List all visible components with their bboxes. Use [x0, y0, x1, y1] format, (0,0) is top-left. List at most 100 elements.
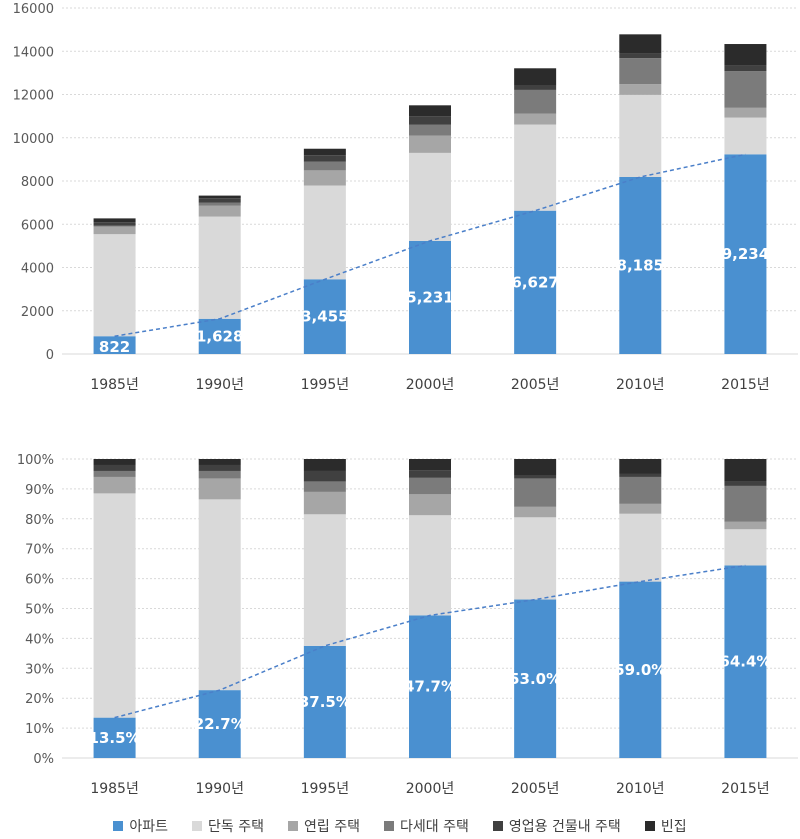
bar-segment-detached [619, 513, 662, 582]
legend-swatch-apartment [113, 820, 124, 831]
x-tick-label: 2000년 [406, 781, 455, 797]
legend-label: 단독 주택 [208, 818, 265, 835]
bar-segment-rowhouse [198, 478, 241, 500]
y-tick-label: 90% [25, 483, 54, 498]
bar-segment-apartment [724, 154, 767, 354]
bar-segment-detached [514, 517, 557, 600]
apartment-trend-line [114, 564, 746, 719]
x-tick-label: 1995년 [301, 377, 350, 393]
bar-segment-rowhouse [198, 205, 241, 217]
bar-segment-vacant [619, 459, 662, 474]
x-tick-label: 2015년 [721, 377, 770, 393]
bar-segment-multiplex [303, 161, 346, 171]
apartment-data-label: 5,231 [406, 288, 453, 306]
bar-segment-vacant [514, 68, 557, 86]
bar-segment-vacant [198, 459, 241, 465]
bar-segment-apartment [409, 240, 451, 354]
bar-segment-rowhouse [303, 491, 346, 515]
bar-segment-apartment [93, 336, 136, 354]
bar-segment-rowhouse [619, 503, 662, 514]
bar-segment-multiplex [303, 481, 346, 492]
bar-segment-rowhouse [93, 476, 136, 494]
bar-segment-commercial [409, 470, 451, 478]
bar-segment-apartment [303, 279, 346, 354]
bar-segment-apartment [198, 690, 241, 758]
x-tick-label: 2010년 [616, 377, 665, 393]
apartment-data-label: 64.4% [719, 653, 771, 671]
bar-segment-detached [724, 117, 767, 155]
apartment-data-label: 13.5% [89, 729, 141, 747]
bar-segment-detached [93, 234, 136, 337]
y-tick-label: 100% [17, 453, 54, 468]
legend-item-vacant: 빈집 [644, 816, 687, 836]
legend-item-multiplex: 다세대 주택 [384, 816, 469, 836]
legend-label: 영업용 건물내 주택 [508, 818, 621, 835]
y-tick-label: 4000 [21, 262, 54, 277]
bar-segment-detached [93, 493, 136, 718]
legend-label: 빈집 [660, 818, 687, 835]
y-tick-label: 6000 [21, 218, 54, 233]
legend-item-commercial: 영업용 건물내 주택 [492, 816, 621, 836]
bar-segment-multiplex [409, 124, 451, 136]
bar-segment-detached [619, 94, 662, 177]
bar-segment-vacant [93, 218, 136, 223]
bar-segment-vacant [724, 459, 767, 482]
y-tick-label: 20% [25, 692, 54, 707]
apartment-data-label: 47.7% [404, 678, 456, 696]
bar-segment-multiplex [514, 478, 557, 507]
bar-segment-commercial [724, 481, 767, 486]
legend-label: 아파트 [129, 818, 169, 835]
percent-stacked-bar-chart: 0% 10% 20% 30% 40% 50% 60% 70% 80% 90% 100% 1985년 19… [17, 453, 798, 797]
x-tick-label: 2000년 [406, 377, 455, 393]
y-tick-label: 10000 [13, 132, 54, 147]
bar-segment-detached [303, 514, 346, 646]
bar-segment-multiplex [93, 470, 136, 477]
legend-label: 연립 주택 [304, 818, 361, 835]
bar-segment-rowhouse [303, 170, 346, 186]
bar-segment-multiplex [514, 89, 557, 114]
bar-segment-multiplex [409, 477, 451, 495]
legend-swatch-multiplex [384, 820, 395, 831]
y-tick-label: 50% [25, 603, 54, 618]
x-tick-label: 2010년 [616, 781, 665, 797]
bar-segment-vacant [409, 105, 451, 117]
bar-segment-apartment [619, 176, 662, 354]
bar-segment-rowhouse [724, 521, 767, 530]
apartment-data-label: 3,455 [301, 308, 348, 326]
apartment-data-label: 37.5% [299, 693, 351, 711]
bar-segment-multiplex [198, 202, 241, 206]
apartment-data-label: 9,234 [722, 245, 769, 263]
bar-segment-rowhouse [409, 494, 451, 516]
bar-segment-commercial [514, 85, 557, 90]
bar-segment-apartment [619, 581, 662, 758]
bar-segment-commercial [303, 155, 346, 162]
bar-segment-detached [303, 185, 346, 280]
apartment-data-label: 822 [99, 338, 130, 356]
bar-segment-commercial [619, 473, 662, 477]
bar-segment-apartment [303, 645, 346, 758]
apartment-data-label: 53.0% [509, 670, 561, 688]
bar-segment-rowhouse [724, 107, 767, 118]
y-tick-label: 2000 [21, 305, 54, 320]
bar-segment-vacant [93, 459, 136, 465]
legend-item-apartment: 아파트 [113, 816, 168, 836]
bar-segment-multiplex [93, 225, 136, 227]
bar-segment-commercial [619, 53, 662, 59]
legend-swatch-vacant [644, 820, 655, 831]
legend-item-rowhouse: 연립 주택 [288, 816, 360, 836]
bar-segment-multiplex [619, 58, 662, 85]
legend-swatch-commercial [492, 820, 503, 831]
bar-segment-vacant [303, 459, 346, 471]
bar-segment-detached [724, 529, 767, 566]
apartment-data-label: 6,627 [511, 273, 558, 291]
bar-segment-apartment [198, 318, 241, 354]
bar-segment-vacant [514, 459, 557, 476]
bar-segment-apartment [724, 565, 767, 758]
chart-legend: 아파트 단독 주택 연립 주택 다세대 주택 영업용 건물내 주택 빈집 [0, 812, 800, 839]
legend-label: 다세대 주택 [400, 818, 469, 835]
bar-segment-detached [514, 124, 557, 211]
x-tick-label: 1985년 [90, 781, 139, 797]
x-tick-label: 1985년 [90, 377, 139, 393]
apartment-data-label: 59.0% [614, 661, 666, 679]
y-tick-label: 8000 [21, 175, 54, 190]
